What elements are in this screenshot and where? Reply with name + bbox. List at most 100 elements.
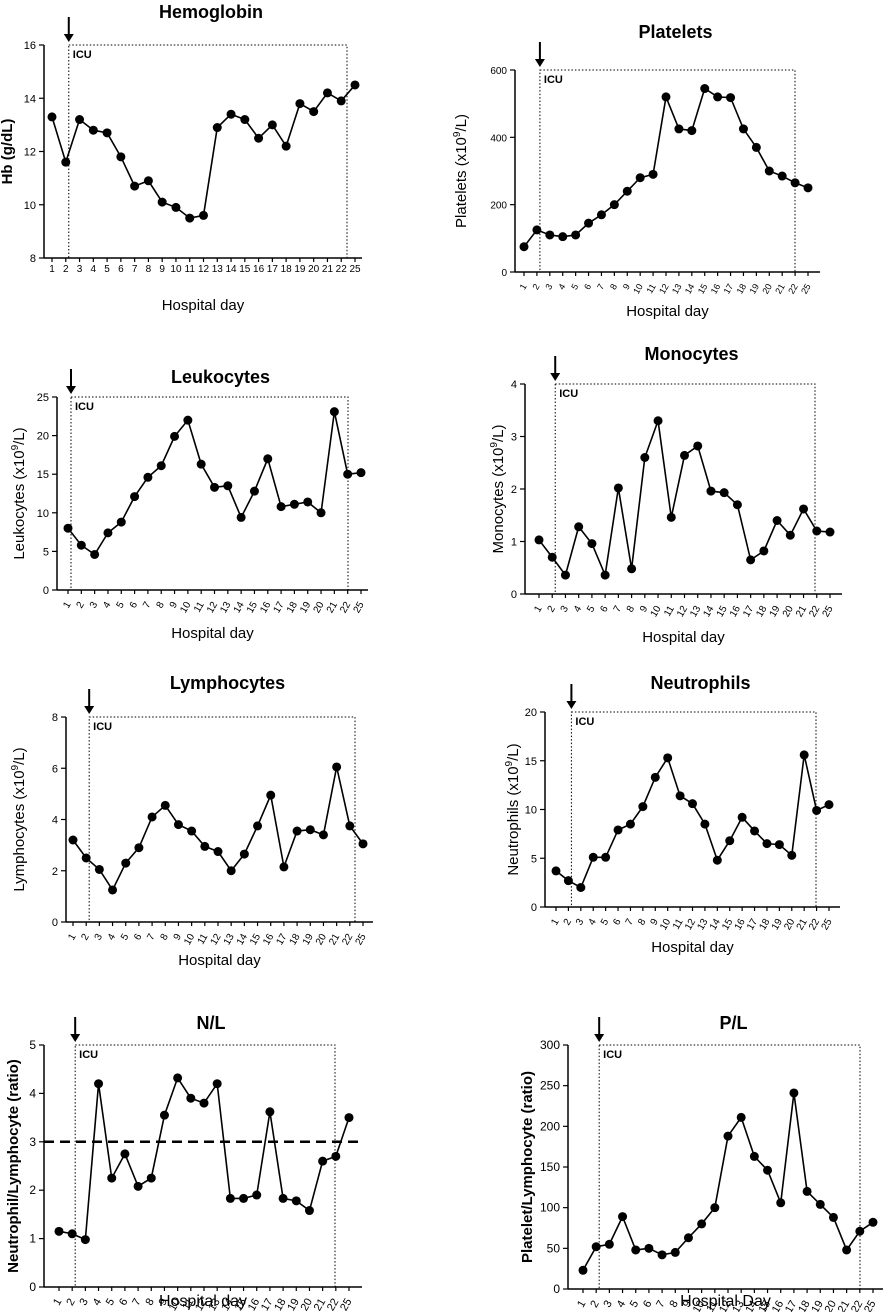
data-point (279, 862, 289, 872)
x-tick-label: 20 (314, 932, 329, 948)
x-tick-label: 1 (549, 917, 562, 928)
data-point (130, 492, 140, 502)
data-point (80, 1235, 90, 1245)
x-tick-label: 8 (636, 917, 649, 928)
data-point (253, 821, 263, 831)
x-tick-label: 22 (338, 600, 353, 616)
x-tick-label: 9 (638, 604, 651, 615)
y-tick-label: 250 (540, 1079, 560, 1093)
x-tick-label: 4 (101, 600, 114, 611)
icu-box (68, 44, 348, 259)
data-point (785, 530, 795, 540)
y-axis-label-main: Platelets (x10 (453, 137, 470, 228)
data-point (710, 1203, 720, 1213)
data-point (199, 210, 208, 220)
x-tick-label: 5 (585, 604, 598, 615)
data-point (63, 523, 73, 533)
data-point (588, 852, 598, 862)
x-tick-label: 16 (733, 917, 748, 933)
data-point (239, 1193, 249, 1203)
data-point (815, 1199, 825, 1209)
icu-box (70, 396, 349, 591)
data-point (723, 1131, 733, 1141)
y-tick-label: 15 (525, 756, 537, 768)
x-tick-label: 10 (631, 282, 645, 296)
x-tick-label: 25 (338, 1297, 355, 1312)
data-point (116, 152, 126, 162)
admission-arrow-head (550, 373, 561, 381)
data-point (278, 1193, 288, 1203)
x-tick-label: 15 (239, 264, 251, 275)
y-axis-label-unit: /L) (11, 747, 28, 765)
y-tick-label: 8 (52, 712, 58, 724)
data-point (687, 126, 697, 136)
y-axis-label: Neutrophil/Lymphocyte (ratio) (5, 1059, 22, 1273)
icu-label: ICU (603, 1049, 622, 1061)
icu-box (539, 69, 796, 273)
data-point (674, 124, 684, 134)
data-point (322, 88, 332, 98)
data-point (604, 1239, 614, 1249)
data-point (732, 500, 742, 510)
y-axis-label: Leukocytes (x109/L) (10, 427, 28, 559)
x-tick-label: 7 (612, 604, 625, 615)
data-point (751, 142, 761, 152)
data-point (240, 115, 250, 125)
x-tick-label: 8 (146, 264, 152, 275)
series-line (582, 1092, 874, 1271)
y-tick-label: 50 (547, 1241, 561, 1255)
x-axis-label: Hospital day (626, 303, 709, 320)
y-tick-label: 4 (52, 815, 58, 827)
data-point (143, 472, 153, 482)
y-tick-label: 0 (29, 1280, 36, 1294)
x-tick-label: 4 (91, 1297, 104, 1308)
data-point (173, 1073, 183, 1083)
x-tick-label: 18 (288, 932, 303, 948)
data-point (318, 1156, 328, 1166)
data-point (289, 499, 299, 509)
x-tick-label: 10 (649, 604, 664, 620)
data-point (719, 488, 729, 498)
y-tick-label: 1 (511, 537, 517, 549)
data-point (613, 483, 623, 493)
y-tick-label: 20 (37, 431, 49, 443)
data-point (344, 1113, 354, 1123)
x-tick-label: 1 (575, 1299, 588, 1310)
x-tick-label: 1 (518, 282, 529, 291)
x-tick-label: 3 (93, 932, 106, 943)
x-tick-label: 6 (118, 264, 124, 275)
chart-title: Neutrophils (650, 673, 750, 693)
data-point (263, 454, 273, 464)
data-point (812, 526, 822, 536)
data-point (295, 99, 305, 109)
y-axis-label-main: Neutrophils (x10 (505, 766, 522, 875)
x-tick-label: 25 (349, 264, 361, 275)
data-point (121, 858, 131, 868)
data-point (799, 750, 809, 760)
x-tick-label: 12 (193, 1297, 210, 1312)
data-point (265, 1107, 275, 1117)
x-tick-label: 17 (745, 917, 760, 933)
icu-label: ICU (73, 49, 92, 61)
y-axis-label: Hb (g/dL) (0, 119, 16, 185)
data-point (304, 1206, 314, 1216)
data-point (94, 1079, 104, 1089)
x-tick-label: 8 (155, 600, 168, 611)
x-tick-label: 10 (182, 932, 197, 948)
x-tick-label: 18 (735, 282, 749, 296)
x-tick-label: 4 (106, 932, 119, 943)
x-tick-label: 6 (117, 1297, 130, 1308)
x-tick-label: 21 (327, 932, 342, 948)
data-point (638, 802, 648, 812)
x-tick-label: 19 (298, 600, 313, 616)
data-point (799, 504, 809, 514)
data-point (683, 1233, 693, 1243)
x-tick-label: 1 (66, 932, 79, 943)
y-axis-label: Neutrophils (x109/L) (504, 743, 522, 875)
icu-box (74, 1044, 336, 1288)
data-point (212, 123, 222, 133)
x-tick-label: 7 (130, 1297, 143, 1308)
